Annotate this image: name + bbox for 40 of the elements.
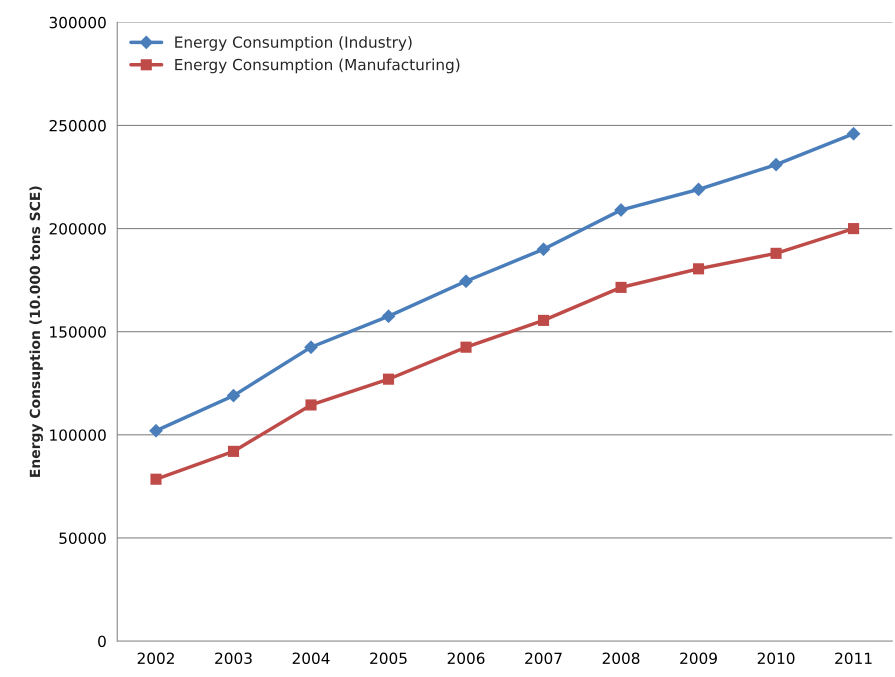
point bbox=[305, 399, 317, 411]
point bbox=[769, 158, 783, 172]
point bbox=[460, 342, 472, 353]
point bbox=[848, 223, 860, 234]
point bbox=[615, 282, 627, 293]
y-tick-label: 200000 bbox=[50, 223, 106, 235]
x-tick-label: 2003 bbox=[215, 652, 252, 664]
x-tick-label: 2011 bbox=[835, 652, 872, 664]
point bbox=[538, 314, 550, 326]
point bbox=[846, 126, 860, 141]
y-tick-label: 50000 bbox=[59, 532, 106, 544]
y-tick-label: 100000 bbox=[50, 429, 106, 441]
point bbox=[614, 203, 628, 217]
x-tick-label: 2005 bbox=[370, 652, 407, 664]
x-tick-label: 2004 bbox=[292, 652, 330, 664]
point bbox=[692, 263, 704, 274]
x-tick-label: 2010 bbox=[758, 652, 794, 664]
x-tick-label: 2008 bbox=[602, 652, 640, 664]
point bbox=[226, 388, 240, 403]
point bbox=[304, 340, 318, 354]
point bbox=[536, 242, 550, 256]
y-axis-title: Energy Consuption (10.000 tons SCE) bbox=[29, 186, 43, 477]
y-tick-label: 0 bbox=[98, 636, 106, 648]
x-tick-label: 2002 bbox=[138, 652, 174, 664]
point bbox=[770, 248, 782, 259]
point bbox=[382, 309, 396, 324]
x-tick-label: 2009 bbox=[680, 652, 717, 664]
legend-label: Energy Consumption (Industry) bbox=[175, 36, 412, 51]
point bbox=[459, 274, 473, 288]
x-tick-label: 2006 bbox=[448, 652, 485, 664]
point bbox=[382, 374, 394, 385]
point bbox=[228, 446, 240, 457]
x-tick-label: 2007 bbox=[525, 652, 562, 664]
point bbox=[692, 182, 706, 196]
legend-label: Energy Consumption (Manufacturing) bbox=[175, 58, 460, 74]
y-tick-label: 150000 bbox=[50, 326, 106, 338]
y-tick-label: 250000 bbox=[50, 120, 106, 132]
y-tick-label: 300000 bbox=[50, 16, 106, 28]
point bbox=[150, 474, 162, 485]
point bbox=[149, 424, 163, 438]
